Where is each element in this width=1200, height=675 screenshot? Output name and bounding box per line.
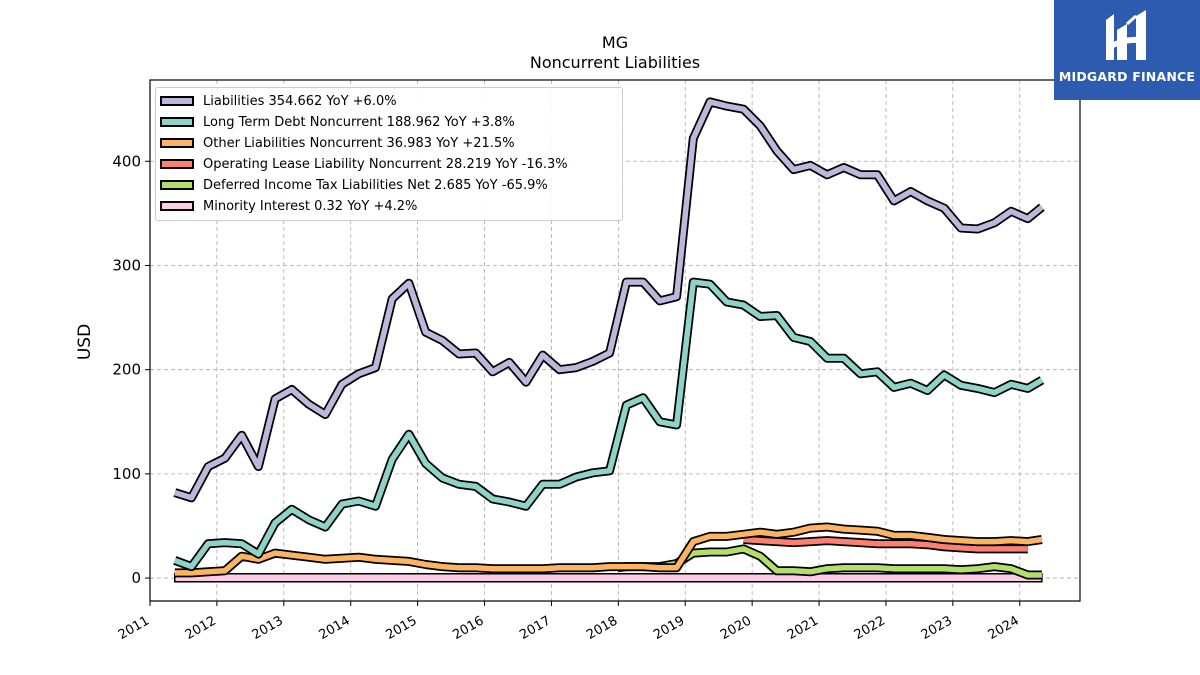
- legend-label: Operating Lease Liability Noncurrent 28.…: [203, 156, 568, 172]
- legend-label: Minority Interest 0.32 YoY +4.2%: [203, 198, 418, 214]
- x-tick-label: 2017: [517, 613, 553, 643]
- series-line: [173, 279, 1044, 570]
- legend-swatch: [160, 138, 194, 148]
- x-tick-label: 2012: [183, 613, 219, 643]
- legend-label: Other Liabilities Noncurrent 36.983 YoY …: [203, 135, 515, 151]
- midgard-logo-icon: [1106, 10, 1146, 60]
- legend-swatch: [160, 159, 194, 169]
- legend-label: Long Term Debt Noncurrent 188.962 YoY +3…: [203, 114, 515, 130]
- x-tick-label: 2014: [317, 613, 353, 643]
- legend-swatch: [160, 201, 194, 211]
- x-tick-label: 2020: [718, 613, 754, 643]
- y-tick-label: 300: [112, 256, 141, 274]
- x-tick-label: 2021: [785, 613, 821, 643]
- brand-logo: MIDGARD FINANCE: [1054, 0, 1200, 100]
- legend-swatch: [160, 180, 194, 190]
- brand-name: MIDGARD FINANCE: [1058, 69, 1196, 84]
- x-axis: 2011 2012 2013 2014 2015 2016 2017 2018 2019 2020…: [116, 601, 1022, 643]
- x-tick-label: 2011: [116, 613, 152, 643]
- y-axis-label: USD: [75, 324, 95, 360]
- legend-swatch: [160, 96, 194, 106]
- chart-title: MG: [601, 33, 629, 52]
- series-line: [173, 99, 1044, 501]
- x-tick-label: 2019: [651, 613, 687, 643]
- series-lines: [173, 97, 1045, 583]
- series-line: [743, 536, 1028, 552]
- y-tick-label: 100: [112, 465, 141, 483]
- series-line: [174, 573, 1043, 583]
- legend-swatch: [160, 117, 194, 127]
- series-outline: [173, 277, 1045, 572]
- x-tick-label: 2016: [450, 613, 486, 643]
- x-tick-label: 2015: [383, 613, 419, 643]
- y-axis: 0 100 200 300 400: [112, 152, 150, 587]
- series-line: [174, 524, 1043, 576]
- x-tick-label: 2023: [919, 613, 955, 643]
- chart-subtitle: Noncurrent Liabilities: [529, 53, 701, 72]
- x-tick-label: 2024: [986, 613, 1022, 643]
- x-tick-label: 2018: [584, 613, 620, 643]
- y-tick-label: 200: [112, 361, 141, 379]
- legend: Liabilities 354.662 YoY +6.0% Long Term …: [155, 87, 623, 221]
- plot-frame: [149, 79, 1081, 602]
- x-tick-label: 2013: [250, 613, 286, 643]
- y-tick-label: 0: [131, 569, 141, 587]
- legend-label: Liabilities 354.662 YoY +6.0%: [203, 93, 397, 109]
- legend-label: Deferred Income Tax Liabilities Net 2.68…: [203, 177, 548, 193]
- y-tick-label: 400: [112, 152, 141, 170]
- x-tick-label: 2022: [852, 613, 888, 643]
